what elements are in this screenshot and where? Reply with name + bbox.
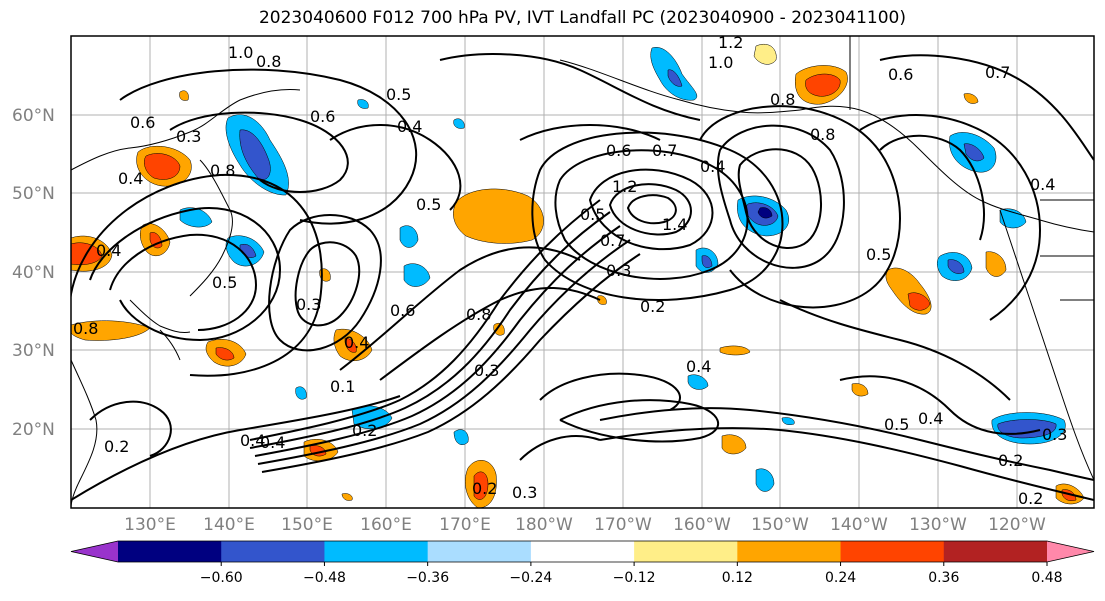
colorbar-tick-label: 0.36	[928, 570, 959, 586]
lon-label: 120°W	[988, 515, 1046, 535]
lon-label: 140°E	[203, 515, 255, 535]
contour-label: 0.4	[118, 169, 143, 188]
contour-label: 0.4	[344, 333, 369, 352]
contour-label: 0.3	[1042, 425, 1067, 444]
contour-label: 1.0	[228, 43, 253, 62]
contour-label: 0.5	[416, 195, 441, 214]
contour-label: 0.2	[1018, 489, 1043, 508]
contour-label: 0.2	[472, 479, 497, 498]
filled-anomalies	[71, 44, 1085, 508]
lon-label: 160°E	[360, 515, 412, 535]
longitude-labels: 130°E 140°E 150°E 160°E 170°E 180°W 170°…	[124, 515, 1046, 535]
colorbar-swatch	[943, 541, 1048, 562]
colorbar	[70, 540, 1095, 563]
contour-label: 0.5	[580, 205, 605, 224]
contour-label: 0.3	[296, 295, 321, 314]
lon-label: 160°W	[673, 515, 731, 535]
contour-label: 0.3	[474, 361, 499, 380]
colorbar-swatch	[221, 541, 325, 562]
contour-label: 0.3	[512, 483, 537, 502]
lon-label: 150°W	[751, 515, 809, 535]
colorbar-tick-label: 0.24	[825, 570, 856, 586]
contour-label: 1.4	[662, 215, 687, 234]
colorbar-extend-min	[71, 541, 118, 562]
contour-label: 0.5	[386, 85, 411, 104]
contour-label: 0.4	[240, 431, 265, 450]
lat-label: 50°N	[12, 184, 55, 204]
contour-label: 0.1	[330, 377, 355, 396]
lon-label: 130°E	[124, 515, 176, 535]
coastlines	[71, 36, 1094, 508]
colorbar-swatch	[324, 541, 429, 562]
contour-label: 0.7	[652, 141, 677, 160]
contour-label: 0.6	[606, 141, 631, 160]
contour-label: 0.3	[606, 261, 631, 280]
colorbar-tick-label: −0.48	[303, 570, 346, 586]
lon-label: 130°W	[909, 515, 967, 535]
contour-label: 0.8	[810, 125, 835, 144]
contour-label: 1.0	[708, 53, 733, 72]
lat-label: 60°N	[12, 106, 55, 126]
colorbar-outline	[70, 540, 1095, 563]
colorbar-swatch	[427, 541, 532, 562]
latitude-labels: 60°N 50°N 40°N 30°N 20°N	[12, 106, 55, 440]
contour-label: 0.6	[390, 301, 415, 320]
contour-label: 0.2	[104, 437, 129, 456]
lat-label: 40°N	[12, 263, 55, 283]
contour-label: 0.4	[1030, 175, 1055, 194]
contour-label: 0.5	[212, 273, 237, 292]
contour-label: 0.7	[600, 231, 625, 250]
lat-label: 20°N	[12, 420, 55, 440]
colorbar-tick-label: −0.12	[613, 570, 656, 586]
contour-label: 0.8	[466, 305, 491, 324]
colorbar-tick-label: −0.60	[200, 570, 243, 586]
contour-label: 0.5	[884, 415, 909, 434]
contour-label: 0.8	[210, 161, 235, 180]
contour-labels: 1.0 0.8 0.5 0.6 0.3 0.4 0.4 0.8 0.5 0.6 …	[73, 33, 1067, 508]
colorbar-swatch	[530, 541, 635, 562]
contour-label: 0.4	[96, 241, 121, 260]
contour-label: 0.4	[397, 117, 422, 136]
colorbar-swatch	[118, 541, 222, 562]
contour-label: 0.4	[686, 357, 711, 376]
contour-label: 0.6	[888, 65, 913, 84]
lon-label: 140°W	[830, 515, 888, 535]
map-title: 2023040600 F012 700 hPa PV, IVT Landfall…	[258, 8, 906, 28]
colorbar-tick-label: 0.48	[1031, 570, 1062, 586]
contour-label: 0.3	[176, 127, 201, 146]
contour-label: 1.2	[718, 33, 743, 52]
contour-label: 0.8	[73, 319, 98, 338]
map-frame	[70, 35, 1095, 509]
lon-label: 150°E	[281, 515, 333, 535]
lon-label: 180°W	[515, 515, 573, 535]
contour-label: 0.8	[770, 90, 795, 109]
contour-label: 0.2	[352, 421, 377, 440]
colorbar-tick-label: −0.36	[406, 570, 449, 586]
colorbar-swatch	[737, 541, 842, 562]
contour-label: 0.6	[310, 107, 335, 126]
colorbar-tick-label: 0.12	[722, 570, 753, 586]
contour-label: 0.4	[260, 433, 285, 452]
colorbar-swatch	[840, 541, 945, 562]
lon-label: 170°W	[594, 515, 652, 535]
contour-label: 1.2	[612, 177, 637, 196]
lat-label: 30°N	[12, 341, 55, 361]
contour-label: 0.8	[256, 52, 281, 71]
colorbar-swatch	[634, 541, 738, 562]
lon-label: 170°E	[439, 515, 491, 535]
contour-label: 0.4	[700, 157, 725, 176]
contour-label: 0.6	[130, 113, 155, 132]
colorbar-extend-max	[1047, 541, 1094, 562]
contour-label: 0.2	[640, 297, 665, 316]
pv-contours	[71, 53, 1094, 501]
colorbar-tick-label: −0.24	[509, 570, 552, 586]
contour-label: 0.7	[985, 63, 1010, 82]
contour-label: 0.2	[998, 451, 1023, 470]
contour-label: 0.5	[866, 245, 891, 264]
colorbar-ticks: −0.60 −0.48 −0.36 −0.24 −0.12 0.12 0.24 0.36 0.4…	[200, 562, 1063, 586]
contour-label: 0.4	[918, 409, 943, 428]
